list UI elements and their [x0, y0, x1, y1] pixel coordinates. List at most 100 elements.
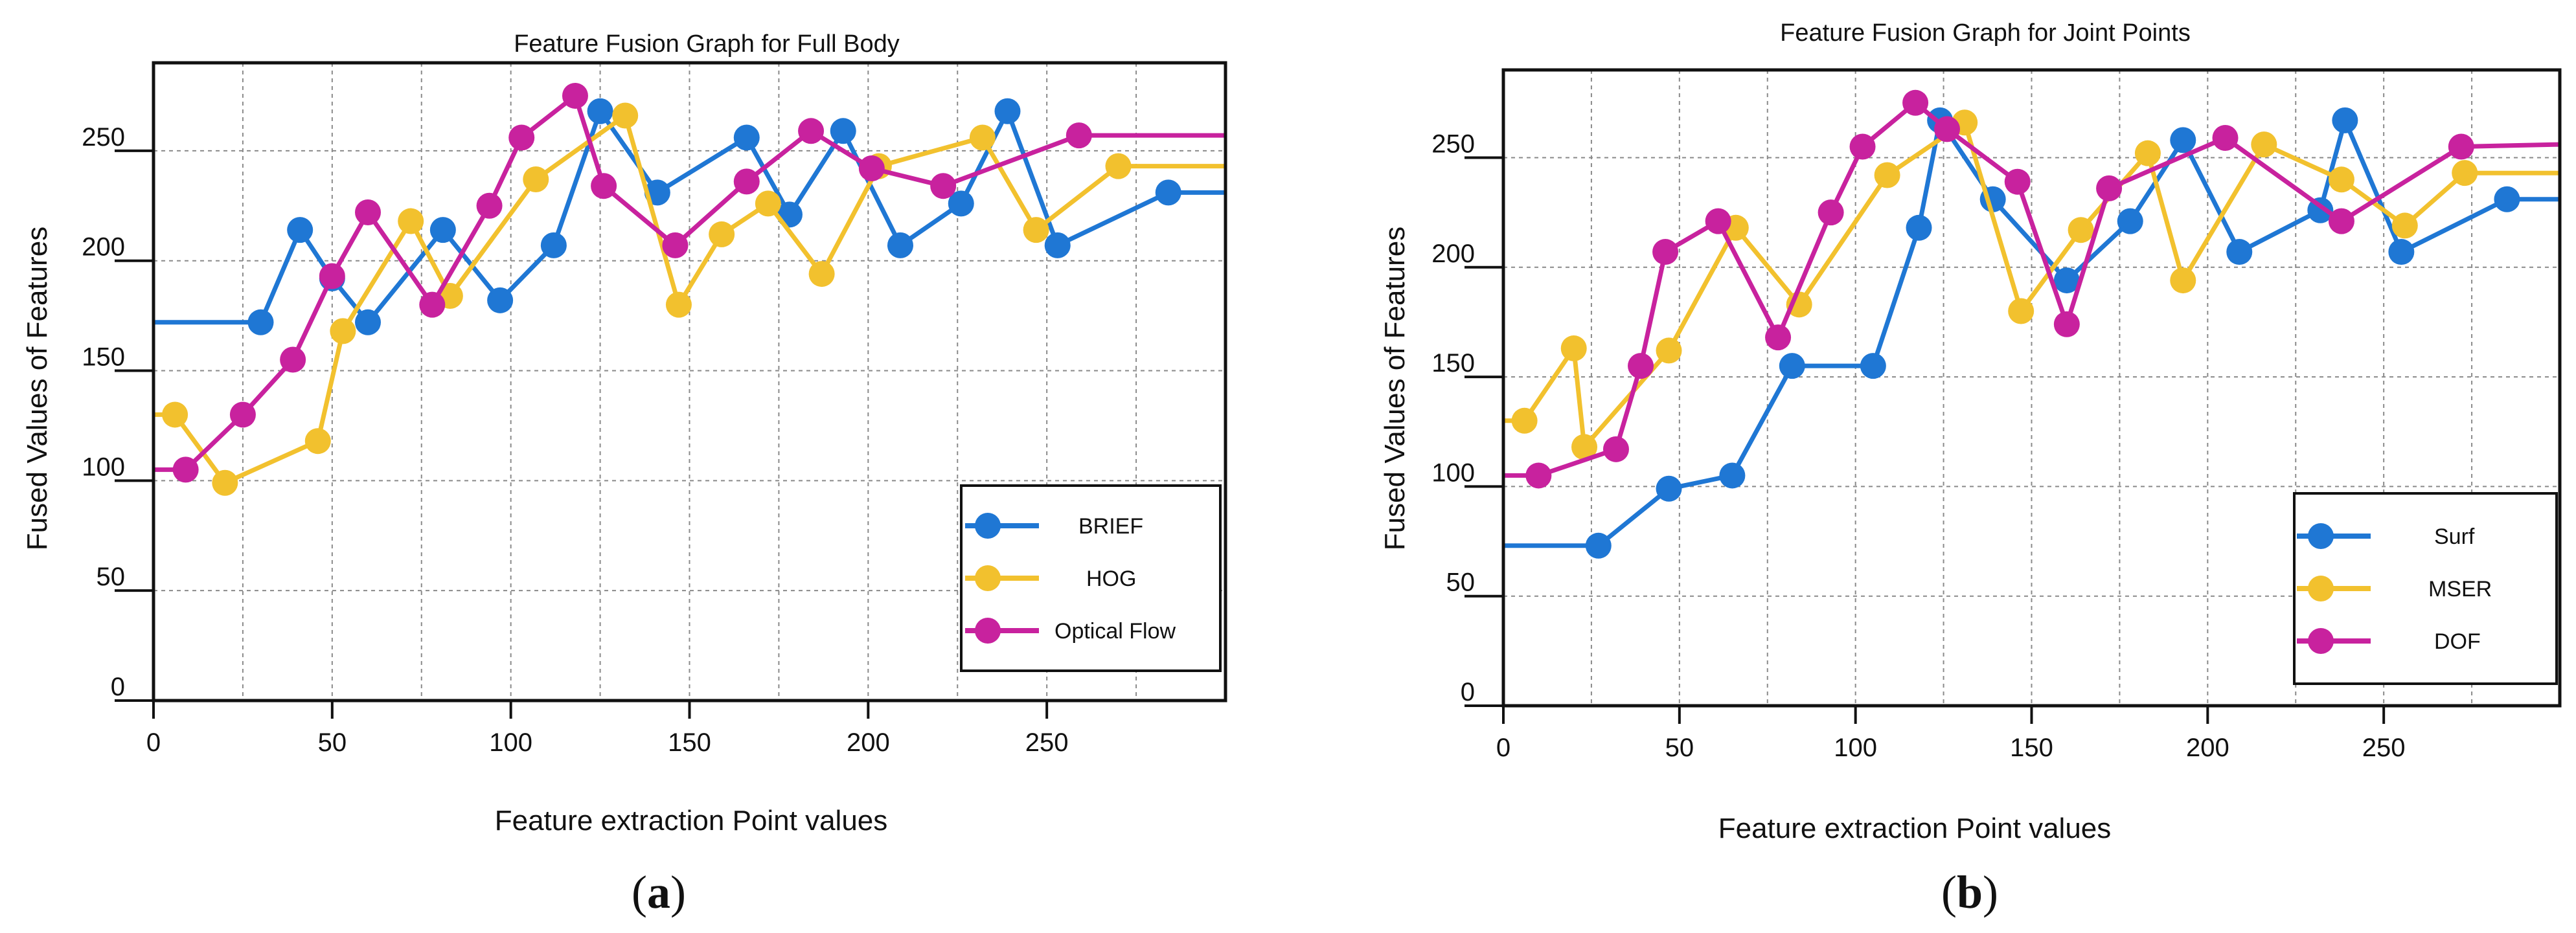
data-point-surf — [2494, 186, 2520, 212]
data-point-optical-flow — [562, 82, 588, 109]
data-point-surf — [1860, 353, 1886, 379]
x-axis-label-b: Feature extraction Point values — [1718, 813, 2112, 844]
data-point-dof — [2328, 208, 2354, 234]
data-point-hog — [304, 428, 331, 455]
data-point-optical-flow — [229, 401, 256, 428]
data-point-surf — [1585, 532, 1612, 559]
data-point-surf — [1656, 475, 1682, 502]
data-point-hog — [162, 401, 188, 428]
data-point-brief — [887, 232, 913, 258]
legend-a: BRIEF HOG Optical Flow — [960, 484, 1222, 672]
data-point-optical-flow — [798, 118, 825, 144]
data-point-dof — [1849, 133, 1876, 160]
x-axis-label-a: Feature extraction Point values — [495, 805, 888, 837]
x-tick-label-a: 50 — [318, 728, 347, 757]
data-point-surf — [2332, 107, 2358, 133]
x-tick-label-b: 150 — [2010, 734, 2053, 762]
x-tick-label-b: 0 — [1496, 734, 1510, 762]
y-tick-label-a: 150 — [82, 343, 125, 372]
legend-label-mser: MSER — [2428, 577, 2492, 601]
data-point-dof — [1602, 436, 1629, 462]
data-point-hog — [523, 166, 549, 193]
data-point-optical-flow — [280, 346, 306, 373]
x-tick-label-b: 200 — [2186, 734, 2229, 762]
data-point-mser — [1874, 162, 1900, 188]
data-point-mser — [2328, 166, 2354, 193]
legend-b: Surf MSER DOF — [2293, 492, 2558, 685]
y-tick-label-a: 100 — [82, 453, 125, 481]
chart-title-b: Feature Fusion Graph for Joint Points — [1780, 19, 2191, 47]
y-tick-label-b: 250 — [1431, 129, 1475, 158]
data-point-dof — [2096, 175, 2123, 201]
legend-marker-surf — [2308, 523, 2334, 549]
data-point-optical-flow — [319, 263, 345, 289]
y-tick-label-b: 100 — [1431, 458, 1475, 487]
data-point-hog — [755, 190, 781, 217]
y-tick-label-b: 0 — [1461, 678, 1475, 706]
ticks-b: 0 50 100 150 200 250 0 50 100 150 200 250 — [1431, 129, 2405, 762]
legend-entry-surf: Surf — [2297, 523, 2475, 549]
x-tick-label-a: 150 — [668, 728, 711, 757]
data-point-dof — [2053, 311, 2080, 337]
x-tick-label-b: 100 — [1834, 734, 1877, 762]
series-line-hog — [154, 113, 1225, 486]
legend-entry-brief: BRIEF — [965, 513, 1143, 539]
data-point-surf — [2388, 239, 2415, 265]
data-point-hog — [212, 469, 238, 496]
series-line-dof — [1503, 100, 2560, 478]
legend-label-dof: DOF — [2434, 629, 2481, 654]
data-point-optical-flow — [355, 199, 381, 225]
data-point-optical-flow — [419, 291, 446, 318]
data-point-surf — [1906, 214, 1932, 241]
data-point-brief — [487, 287, 514, 313]
ticks-a: 0 50 100 150 200 250 0 50 100 150 200 250 — [82, 123, 1068, 757]
y-tick-label-a: 50 — [97, 563, 126, 591]
caption-close-b: ) — [1983, 866, 1998, 918]
y-tick-label-b: 150 — [1431, 349, 1475, 377]
data-point-mser — [1511, 407, 1538, 434]
legend-box-a — [960, 484, 1222, 672]
data-point-dof — [1934, 116, 1961, 142]
data-point-optical-flow — [733, 168, 760, 195]
legend-label-hog: HOG — [1086, 567, 1136, 591]
legend-label-surf: Surf — [2434, 524, 2475, 549]
data-point-hog — [330, 318, 356, 344]
grid-a — [154, 63, 1225, 701]
data-point-dof — [1652, 239, 1679, 265]
data-point-brief — [355, 309, 381, 335]
data-point-surf — [1719, 462, 1746, 489]
data-point-mser — [2452, 160, 2478, 186]
data-point-hog — [1023, 217, 1049, 243]
data-point-optical-flow — [476, 192, 503, 219]
legend-marker-dof — [2308, 628, 2334, 654]
data-point-brief — [733, 124, 760, 151]
caption-letter-b: b — [1957, 866, 1983, 918]
data-point-mser — [2251, 131, 2277, 158]
caption-a: (a) — [632, 866, 686, 918]
data-point-brief — [587, 98, 613, 124]
data-point-hog — [709, 221, 735, 247]
legend-entry-mser: MSER — [2297, 576, 2492, 601]
data-point-surf — [2170, 127, 2196, 153]
data-point-dof — [1818, 199, 1844, 226]
legend-marker-hog — [975, 565, 1001, 591]
x-tick-label-a: 250 — [1025, 728, 1069, 757]
data-point-brief — [1155, 179, 1181, 206]
x-tick-label-b: 50 — [1665, 734, 1694, 762]
data-point-surf — [2226, 239, 2253, 265]
caption-open-a: ( — [632, 866, 647, 918]
data-point-brief — [287, 217, 313, 243]
legend-marker-mser — [2308, 576, 2334, 601]
data-point-brief — [540, 232, 567, 258]
chart-title-a: Feature Fusion Graph for Full Body — [514, 30, 900, 58]
x-tick-label-b: 250 — [2362, 734, 2406, 762]
y-axis-label-a: Fused Values of Features — [21, 227, 53, 551]
data-point-hog — [665, 291, 692, 318]
data-point-hog — [398, 208, 424, 234]
data-point-dof — [2448, 133, 2474, 160]
data-point-optical-flow — [1066, 122, 1092, 149]
data-point-dof — [1765, 324, 1792, 351]
data-point-dof — [1525, 462, 1552, 489]
data-point-mser — [1656, 337, 1682, 364]
